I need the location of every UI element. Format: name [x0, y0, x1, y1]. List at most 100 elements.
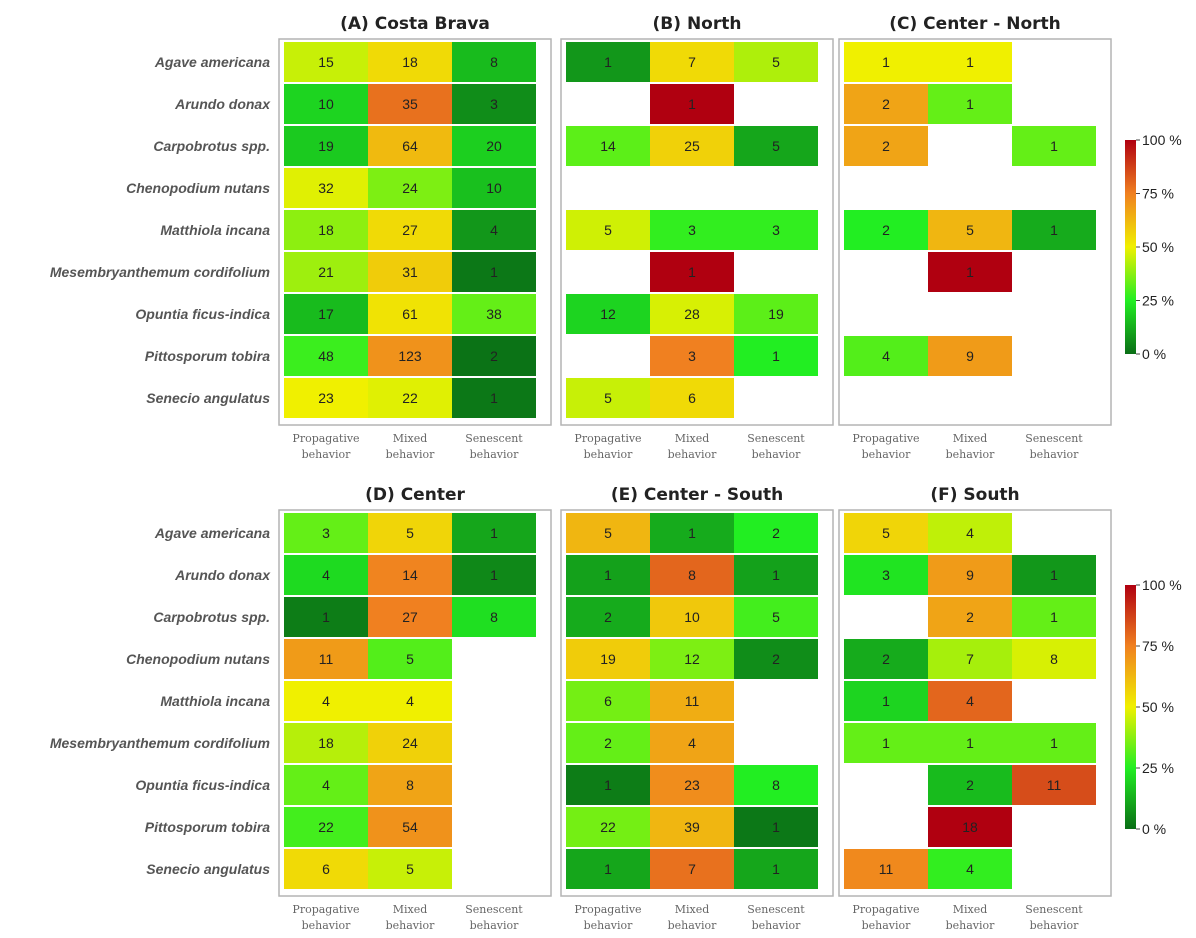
cell-value-label: 10: [486, 180, 502, 196]
cell-value-label: 1: [688, 264, 696, 280]
cell-value-label: 15: [318, 54, 334, 70]
panel-title: (C) Center - North: [889, 14, 1061, 34]
heatmap-cell: [368, 210, 452, 250]
cell-value-label: 4: [966, 861, 974, 877]
cell-value-label: 11: [685, 693, 700, 709]
cell-value-label: 2: [772, 651, 780, 667]
heatmap-cell: [284, 210, 368, 250]
heatmap-cell: [734, 210, 818, 250]
heatmap-cell: [566, 555, 650, 595]
heatmap-cell: [734, 42, 818, 82]
column-label: behavior: [1030, 919, 1080, 932]
cell-value-label: 11: [879, 861, 894, 877]
cell-value-label: 25: [684, 138, 700, 154]
heatmap-cell: [566, 597, 650, 637]
cell-value-label: 1: [604, 777, 612, 793]
cell-value-label: 1: [1050, 567, 1058, 583]
cell-value-label: 23: [684, 777, 700, 793]
heatmap-cell: [844, 639, 928, 679]
legend-tick-label: 0 %: [1142, 346, 1166, 362]
cell-value-label: 7: [688, 861, 696, 877]
species-label: Mesembryanthemum cordifolium: [50, 264, 270, 280]
heatmap-cell: [1012, 210, 1096, 250]
cell-value-label: 6: [322, 861, 330, 877]
cell-value-label: 1: [772, 861, 780, 877]
column-label: Propagative: [852, 432, 919, 445]
heatmap-cell: [368, 378, 452, 418]
cell-value-label: 4: [966, 525, 974, 541]
heatmap-cell: [1012, 723, 1096, 763]
cell-value-label: 1: [882, 693, 890, 709]
cell-value-label: 3: [322, 525, 330, 541]
heatmap-cell: [566, 42, 650, 82]
column-label: Mixed: [953, 432, 988, 445]
column-label: behavior: [946, 919, 996, 932]
heatmap-cell: [284, 252, 368, 292]
species-label: Agave americana: [154, 54, 270, 70]
cell-value-label: 5: [604, 222, 612, 238]
cell-value-label: 17: [318, 306, 334, 322]
heatmap-cell: [844, 723, 928, 763]
species-label: Chenopodium nutans: [126, 180, 270, 196]
heatmap-cell: [844, 84, 928, 124]
heatmap-cell: [734, 126, 818, 166]
heatmap-cell: [844, 849, 928, 889]
cell-value-label: 1: [772, 567, 780, 583]
heatmap-cell: [452, 168, 536, 208]
heatmap-cell: [1012, 555, 1096, 595]
species-label: Matthiola incana: [160, 693, 270, 709]
heatmap-cell: [650, 597, 734, 637]
cell-value-label: 5: [772, 609, 780, 625]
heatmap-cell: [284, 168, 368, 208]
cell-value-label: 1: [1050, 735, 1058, 751]
column-label: Senescent: [1025, 432, 1083, 445]
cell-value-label: 27: [402, 609, 418, 625]
heatmap-cell: [368, 252, 452, 292]
cell-value-label: 64: [402, 138, 418, 154]
heatmap-cell: [368, 513, 452, 553]
cell-value-label: 22: [402, 390, 418, 406]
cell-value-label: 5: [406, 525, 414, 541]
cell-value-label: 39: [684, 819, 700, 835]
heatmap-cell: [734, 765, 818, 805]
species-label: Pittosporum tobira: [145, 819, 270, 835]
column-label: behavior: [386, 919, 436, 932]
heatmap-cell: [928, 252, 1012, 292]
cell-value-label: 8: [772, 777, 780, 793]
heatmap-cell: [566, 378, 650, 418]
cell-value-label: 5: [882, 525, 890, 541]
cell-value-label: 1: [604, 54, 612, 70]
heatmap-cell: [368, 807, 452, 847]
cell-value-label: 1: [966, 735, 974, 751]
column-label: Senescent: [1025, 903, 1083, 916]
cell-value-label: 1: [1050, 222, 1058, 238]
heatmap-cell: [452, 555, 536, 595]
heatmap-cell: [928, 639, 1012, 679]
heatmap-cell: [566, 210, 650, 250]
cell-value-label: 4: [966, 693, 974, 709]
heatmap-cell: [650, 723, 734, 763]
heatmap-cell: [650, 126, 734, 166]
heatmap-cell: [284, 681, 368, 721]
cell-value-label: 22: [318, 819, 334, 835]
cell-value-label: 8: [490, 54, 498, 70]
column-label: behavior: [946, 448, 996, 461]
heatmap-cell: [844, 126, 928, 166]
cell-value-label: 19: [768, 306, 784, 322]
heatmap-cell: [452, 84, 536, 124]
cell-value-label: 18: [318, 222, 334, 238]
heatmap-cell: [452, 336, 536, 376]
legend-tick-label: 50 %: [1142, 699, 1174, 715]
heatmap-cell: [566, 294, 650, 334]
cell-value-label: 1: [966, 96, 974, 112]
heatmap-cell: [734, 597, 818, 637]
heatmap-cell: [650, 294, 734, 334]
heatmap-cell: [844, 681, 928, 721]
heatmap-cell: [452, 597, 536, 637]
heatmap-cell: [284, 42, 368, 82]
heatmap-cell: [368, 42, 452, 82]
heatmap-cell: [650, 378, 734, 418]
heatmap-cell: [566, 639, 650, 679]
